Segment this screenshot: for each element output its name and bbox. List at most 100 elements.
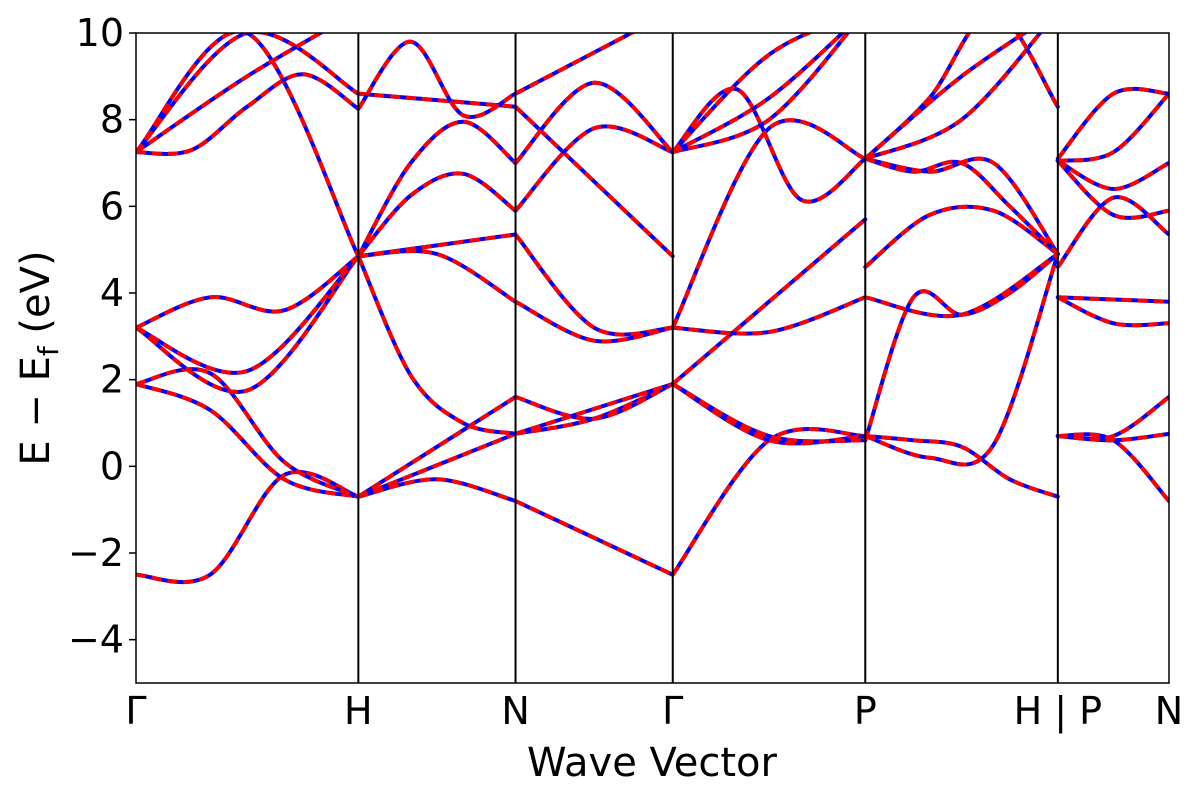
band-2-segment-2-overlay [357, 431, 517, 499]
band-4-segment-3-overlay [514, 382, 674, 436]
band-5-segment-2-overlay [358, 232, 516, 259]
band-2-segment-1-overlay [136, 382, 359, 499]
band-6-segment-2-overlay [358, 249, 517, 304]
band-8-segment-1-reference [136, 33, 361, 259]
band-9-segment-6-overlay [1057, 92, 1169, 163]
x-axis-label: Wave Vector [527, 740, 778, 786]
band-4-segment-6-overlay [1057, 295, 1169, 304]
band-7-segment-6-overlay [1056, 159, 1169, 192]
band-3-segment-4-overlay [671, 382, 866, 444]
band-1-segment-1-overlay [136, 469, 360, 585]
band-5-segment-4-overlay [672, 295, 866, 336]
band-7-segment-1-reference [136, 33, 361, 155]
y-tick-label: −2 [68, 531, 124, 575]
band-2-segment-5-reference [863, 252, 1060, 467]
band-9-segment-4-overlay [672, 33, 851, 155]
band-1-segment-4-overlay [671, 426, 866, 576]
band-1-segment-6-reference [1055, 395, 1169, 441]
x-tick-label: N [1155, 689, 1183, 733]
band-10-segment-2-reference [356, 119, 518, 259]
y-axis-label: E − Ef (eV) [13, 250, 65, 465]
x-tick-label: H | P [1014, 689, 1102, 734]
band-9-segment-5-overlay [863, 33, 1060, 161]
band-1-segment-4-reference [670, 426, 868, 577]
band-1-segment-6-overlay [1057, 395, 1169, 441]
band-3-segment-5-overlay [863, 252, 1060, 441]
band-7-segment-3-overlay [514, 105, 675, 258]
band-4-segment-2-overlay [356, 255, 516, 436]
y-axis-ticks: −4 −2 0 2 4 6 8 10 [68, 11, 136, 662]
band-10-segment-4-overlay [671, 33, 814, 154]
band-6-segment-1-reference [136, 254, 361, 330]
band-9-segment-1-reference [136, 72, 361, 156]
band-6-segment-4-overlay [670, 118, 867, 329]
x-tick-label: P [854, 689, 877, 733]
y-tick-label: 10 [76, 11, 124, 55]
band-5-segment-5-overlay [864, 252, 1059, 319]
x-tick-label: Γ [662, 689, 683, 733]
band-2-segment-5-overlay [864, 253, 1060, 467]
band-6-segment-2-reference [356, 249, 518, 304]
band-1-segment-5-overlay [865, 434, 1059, 499]
band-6-segment-3-reference [513, 299, 675, 344]
band-7-segment-1-overlay [136, 33, 360, 154]
band-3-segment-2-reference [356, 395, 518, 499]
band-4-segment-5-reference [863, 204, 1060, 269]
band-6-segment-1-overlay [136, 254, 360, 330]
band-10-segment-1-overlay [136, 33, 325, 154]
band-3-segment-3-reference [513, 382, 675, 421]
y-tick-label: 2 [100, 358, 124, 402]
y-tick-label: 6 [100, 184, 124, 228]
band-6-segment-4-reference [670, 118, 868, 330]
band-8-segment-2-overlay [356, 171, 517, 258]
y-axis-label-unit: (eV) [13, 250, 59, 346]
band-5-segment-5-reference [863, 252, 1060, 319]
band-5-segment-3-reference [513, 232, 675, 337]
plot-frame [135, 32, 1170, 684]
band-6-segment-3-overlay [514, 299, 674, 344]
band-3-segment-6-overlay [1057, 432, 1169, 503]
band-10-segment-6-reference [1055, 86, 1169, 161]
band-10-segment-3-overlay [514, 80, 675, 165]
band-8-segment-3-overlay [514, 124, 674, 213]
band-8-segment-3-reference [513, 124, 675, 213]
x-axis-ticks: Γ H N Γ P H | P N [125, 689, 1183, 734]
band-10-segment-6-overlay [1056, 86, 1169, 160]
y-tick-label: 0 [100, 444, 124, 488]
y-tick-label: −4 [68, 618, 124, 662]
y-axis-label-main: E − E [13, 356, 59, 466]
band-1-segment-3-overlay [514, 499, 674, 577]
y-tick-label: 4 [100, 271, 124, 315]
band-7-segment-6-reference [1055, 158, 1169, 192]
y-tick-label: 8 [100, 98, 124, 142]
x-tick-label: N [501, 689, 529, 733]
x-tick-label: Γ [125, 689, 146, 733]
band-6-segment-5-overlay [864, 156, 1060, 256]
bands-layer [136, 33, 1169, 585]
band-3-segment-6-reference [1055, 432, 1169, 503]
y-axis-label-subscript: f [32, 345, 65, 356]
band-5-segment-1-overlay [136, 254, 360, 375]
band-8-segment-5-overlay [864, 33, 1043, 161]
band-7-segment-2-overlay [358, 91, 516, 109]
band-9-segment-2-reference [356, 39, 518, 119]
band-6-segment-6-reference [1055, 195, 1169, 269]
band-6-segment-6-overlay [1056, 195, 1169, 269]
band-8-segment-1-overlay [136, 33, 361, 258]
band-5-segment-3-overlay [513, 233, 673, 337]
band-3-segment-3-overlay [514, 382, 674, 421]
band-10-segment-5-reference [863, 33, 1029, 161]
band-7-segment-5-overlay [864, 156, 1060, 256]
band-5-segment-6-overlay [1056, 295, 1169, 328]
band-9-segment-3-overlay [514, 33, 636, 96]
kpoint-divider-lines [357, 33, 1059, 683]
band-9-segment-1-overlay [136, 72, 360, 156]
band-4-segment-5-overlay [864, 204, 1059, 269]
band-8-segment-4-reference [670, 33, 846, 155]
band-4-segment-1-overlay [136, 254, 360, 394]
band-7-segment-4-overlay [671, 86, 867, 204]
band-4-segment-4-overlay [671, 217, 867, 386]
band-8-segment-6-overlay [1056, 159, 1169, 220]
x-tick-label: H [344, 689, 373, 733]
